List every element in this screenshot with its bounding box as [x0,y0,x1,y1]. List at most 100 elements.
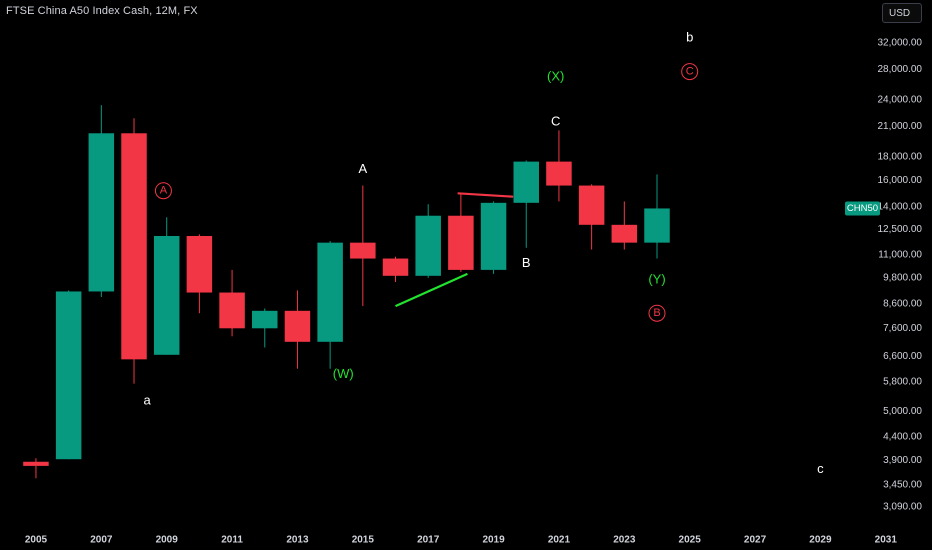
candles-layer [23,105,670,479]
y-tick-label: 8,600.00 [883,298,922,309]
candle-2023 [611,201,638,250]
wave-label-text: A [160,185,168,197]
wave-label: C [681,63,699,81]
candle-2011 [219,269,245,337]
time-axis: 2005 2007 2009 2011 2013 2015 2017 2019 2021 2023… [25,535,898,546]
x-tick-label: 2013 [286,535,309,546]
candle-body [546,161,572,186]
wave-label: (W) [333,366,354,381]
x-tick-label: 2015 [352,535,375,546]
candle-2008 [121,118,147,384]
wave-label-circle [648,304,666,322]
y-tick-label: 11,000.00 [878,249,922,260]
candle-body [23,461,49,466]
candle-body [644,208,670,243]
candle-2017 [415,204,441,278]
wave-label-text: C [551,113,560,128]
wave-label-text: B [653,307,660,319]
candle-2014 [317,240,343,369]
price-tag: CHN50 [845,201,880,216]
price-tag-label: CHN50 [847,203,878,214]
wave-label-text: b [686,29,693,44]
candle-2020 [513,160,540,248]
wave-label: A [358,161,367,176]
y-tick-label: 32,000.00 [878,37,923,48]
candle-2019 [480,201,507,274]
x-tick-label: 2019 [482,535,505,546]
y-tick-label: 3,900.00 [883,455,922,466]
candle-body [121,133,147,360]
candle-body [513,161,540,203]
candle-2005 [23,458,49,479]
candle-2012 [252,308,278,348]
x-tick-label: 2031 [875,535,898,546]
trendline-2 [457,192,514,198]
x-tick-label: 2029 [809,535,832,546]
annotations-layer: a A A (W) B (X) Cb C (Y) Bc [143,29,824,476]
wave-label-text: (Y) [648,271,665,286]
y-tick-label: 4,400.00 [883,431,922,442]
wave-label-circle [681,63,699,81]
candle-body [153,235,180,355]
candle-body [382,258,409,276]
candle-2006 [55,290,82,460]
x-tick-label: 2027 [744,535,767,546]
candle-body [448,215,474,270]
y-tick-label: 6,600.00 [883,351,922,362]
candle-body [415,215,441,276]
x-tick-label: 2023 [613,535,636,546]
wave-label-text: a [143,392,151,407]
candle-body [186,235,213,293]
candle-2021 [546,130,572,202]
wave-label: A [154,182,172,200]
y-tick-label: 24,000.00 [878,95,923,106]
candle-body [317,242,343,342]
y-tick-label: 7,600.00 [883,323,922,334]
candle-2016 [382,256,409,282]
candle-body [252,310,278,329]
candle-2022 [578,184,605,250]
candle-2009 [153,217,180,355]
wave-label: B [648,304,666,322]
x-tick-label: 2005 [25,535,48,546]
y-tick-label: 28,000.00 [878,64,923,75]
wave-label-text: c [817,461,824,476]
currency-button[interactable]: USD [882,3,922,23]
x-tick-label: 2007 [90,535,113,546]
x-tick-label: 2009 [156,535,179,546]
wave-label-text: C [686,66,694,78]
wave-label: C [551,113,560,128]
y-tick-label: 21,000.00 [878,121,923,132]
wave-label: B [522,255,531,270]
price-axis: 32,000.00 28,000.00 24,000.00 21,000.00 18,0… [845,37,922,512]
chart-title: FTSE China A50 Index Cash, 12M, FX [6,5,198,17]
y-tick-label: 5,000.00 [883,406,922,417]
x-tick-label: 2021 [548,535,571,546]
wave-label: (X) [547,68,564,83]
wave-label: a [143,392,151,407]
wave-label-text: (X) [547,68,564,83]
candle-2024 [644,174,670,259]
candle-body [611,224,638,243]
wave-label-text: B [522,255,531,270]
wave-label-circle [154,182,172,200]
x-tick-label: 2011 [221,535,243,546]
x-tick-label: 2025 [679,535,702,546]
candle-2013 [284,290,311,369]
y-tick-label: 5,800.00 [883,376,922,387]
candle-2018 [448,193,474,272]
candle-body [284,310,311,342]
trendlines-layer [395,192,514,308]
wave-label: c [817,461,824,476]
price-tag-bg [845,201,880,216]
candle-body [55,291,82,460]
y-tick-label: 9,800.00 [883,272,922,283]
x-tick-label: 2017 [417,535,440,546]
wave-label: b [686,29,693,44]
candle-body [88,133,115,292]
candle-2010 [186,234,213,314]
y-tick-label: 16,000.00 [878,175,923,186]
y-tick-label: 18,000.00 [878,152,923,163]
y-tick-label: 3,090.00 [883,501,922,512]
